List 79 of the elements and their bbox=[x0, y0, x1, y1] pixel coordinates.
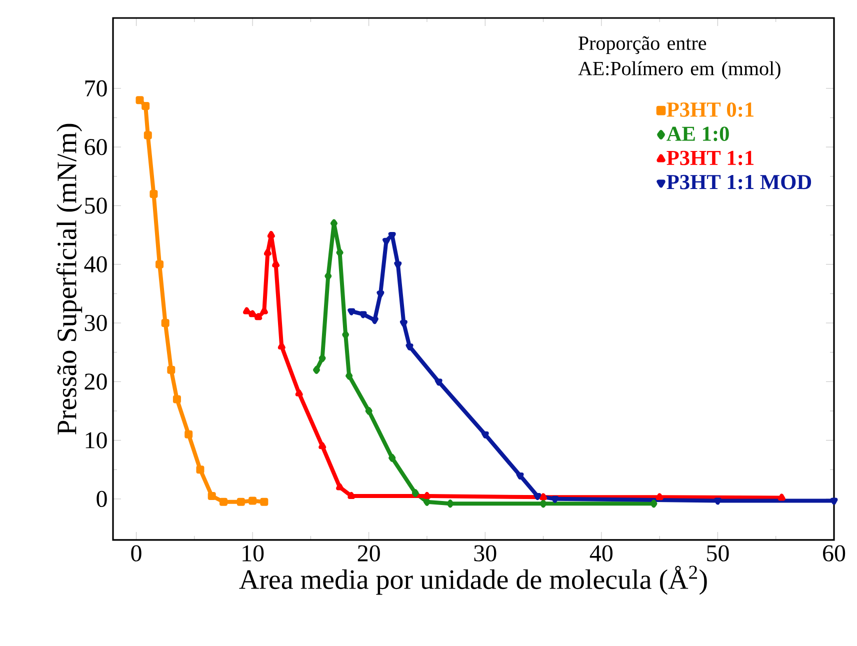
point bbox=[208, 492, 216, 500]
point bbox=[359, 311, 367, 318]
point bbox=[348, 308, 356, 316]
legend-label: P3HT 1:1 bbox=[666, 150, 754, 166]
x-tick-label: 10 bbox=[242, 545, 264, 562]
point bbox=[260, 498, 268, 506]
point bbox=[446, 500, 454, 508]
point bbox=[318, 442, 326, 450]
point bbox=[184, 430, 193, 438]
y-axis-title: Pressão Superficial (mN/m) bbox=[56, 124, 82, 434]
point bbox=[412, 489, 419, 498]
point bbox=[172, 395, 181, 404]
point bbox=[714, 498, 722, 505]
y-tick-label: 30 bbox=[84, 314, 107, 332]
y-tick-label: 50 bbox=[85, 198, 107, 214]
point bbox=[156, 260, 164, 268]
point bbox=[551, 496, 559, 503]
point bbox=[534, 493, 542, 500]
x-tick-label: 20 bbox=[358, 545, 380, 562]
point bbox=[272, 260, 280, 268]
point bbox=[254, 313, 262, 320]
point bbox=[324, 272, 332, 280]
x-tick-label: 30 bbox=[474, 545, 496, 562]
point bbox=[423, 492, 431, 499]
point bbox=[144, 131, 152, 140]
point bbox=[656, 493, 664, 500]
point bbox=[376, 290, 384, 298]
point bbox=[388, 454, 396, 462]
point bbox=[370, 317, 378, 324]
point bbox=[348, 492, 356, 499]
y-tick-label: 0 bbox=[96, 490, 107, 508]
point bbox=[295, 389, 303, 396]
point bbox=[830, 498, 838, 505]
x-tick-label: 60 bbox=[823, 545, 846, 562]
point bbox=[136, 96, 144, 104]
y-tick-label: 60 bbox=[84, 138, 107, 156]
legend-label: P3HT 0:1 bbox=[666, 102, 754, 117]
point bbox=[346, 372, 353, 380]
point bbox=[778, 494, 786, 501]
y-tick-label: 40 bbox=[84, 256, 107, 272]
point bbox=[318, 354, 326, 362]
x-tick-label: 0 bbox=[131, 545, 142, 562]
legend-title: Proporção entre AE:Polímero em (mmol) bbox=[578, 36, 780, 80]
point bbox=[161, 318, 170, 327]
point bbox=[196, 466, 204, 474]
point bbox=[365, 406, 372, 415]
point bbox=[248, 310, 256, 318]
point bbox=[540, 493, 548, 500]
point bbox=[219, 498, 228, 506]
point bbox=[313, 366, 320, 374]
point bbox=[481, 431, 489, 438]
legend-label: AE 1:0 bbox=[666, 126, 729, 142]
point bbox=[278, 342, 286, 350]
point bbox=[260, 307, 268, 314]
y-tick-label: 10 bbox=[86, 432, 107, 448]
point bbox=[394, 261, 402, 268]
point bbox=[267, 231, 275, 238]
point bbox=[336, 483, 344, 490]
point bbox=[406, 343, 414, 350]
y-tick-label: 70 bbox=[85, 80, 107, 96]
point bbox=[434, 378, 442, 386]
point bbox=[342, 330, 350, 339]
x-tick-label: 50 bbox=[707, 545, 729, 562]
point bbox=[150, 190, 158, 198]
point bbox=[236, 498, 245, 506]
point bbox=[167, 366, 176, 374]
point bbox=[248, 496, 257, 505]
point bbox=[142, 102, 150, 110]
point bbox=[540, 500, 547, 508]
point bbox=[516, 472, 524, 480]
point bbox=[400, 320, 408, 327]
point bbox=[650, 500, 658, 508]
x-tick-label: 40 bbox=[590, 545, 613, 562]
point bbox=[264, 248, 272, 256]
x-axis-title: Area media por unidade de molecula (Å$^{2}$) bbox=[239, 566, 707, 595]
y-tick-label: 20 bbox=[84, 374, 107, 390]
point bbox=[382, 238, 390, 245]
legend-label: P3HT 1:1 MOD bbox=[666, 174, 812, 190]
point bbox=[243, 307, 250, 314]
